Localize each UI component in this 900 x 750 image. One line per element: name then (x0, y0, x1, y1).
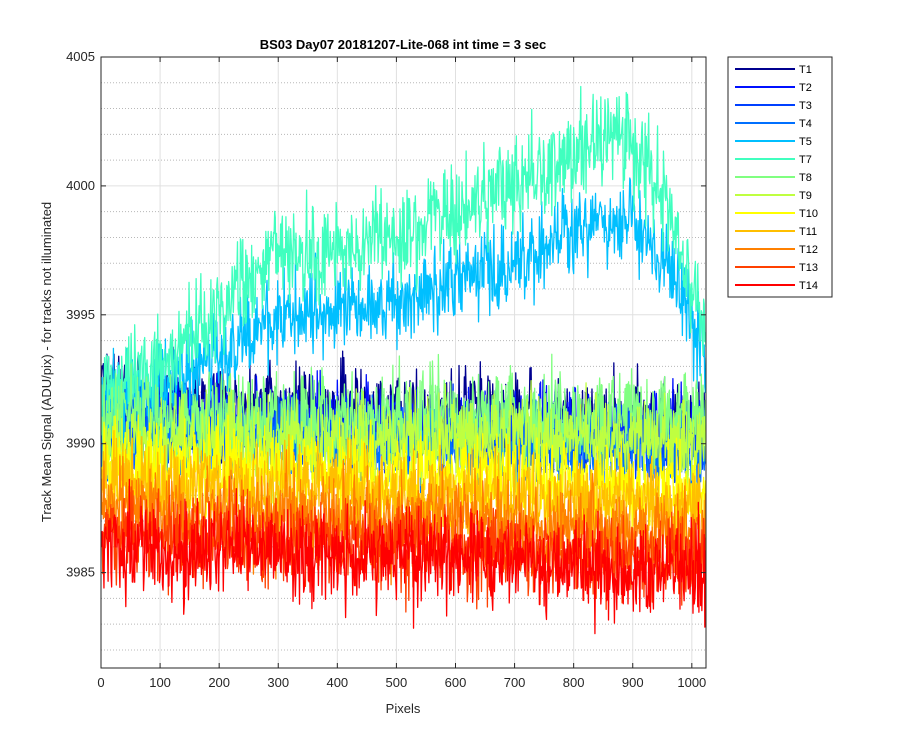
x-tick-label: 100 (149, 675, 171, 690)
y-tick-label: 3995 (66, 307, 95, 322)
legend-label-t3: T3 (799, 100, 812, 112)
tick-layer: 0 100 200 300 400 500 600 700 800 900 1000 3985 3990… (66, 49, 706, 690)
legend-label-t13: T13 (799, 262, 818, 274)
legend-label-t9: T9 (799, 190, 812, 202)
legend-label-t8: T8 (799, 172, 812, 184)
x-tick-label: 600 (445, 675, 467, 690)
chart-title: BS03 Day07 20181207-Lite-068 int time = … (260, 37, 547, 52)
legend-label-t5: T5 (799, 136, 812, 148)
y-tick-label: 4005 (66, 49, 95, 64)
legend-label-t7: T7 (799, 154, 812, 166)
legend-label-t2: T2 (799, 82, 812, 94)
x-tick-label: 800 (563, 675, 585, 690)
x-tick-label: 0 (97, 675, 104, 690)
x-tick-label: 900 (622, 675, 644, 690)
x-tick-label: 400 (326, 675, 348, 690)
legend-label-t1: T1 (799, 64, 812, 76)
plot-frame (100, 56, 707, 669)
series-line-t11 (101, 429, 706, 562)
series-layer (101, 85, 706, 635)
legend: T1 T2 T3 T4 T5 T7 T8 T9 T10 T11 T12 T13 T14 (727, 56, 833, 298)
y-tick-label: 3985 (66, 565, 95, 580)
legend-label-t11: T11 (799, 226, 817, 238)
plot-area: 0 100 200 300 400 500 600 700 800 900 1000 3985 3990… (66, 49, 707, 690)
x-tick-label: 500 (386, 675, 408, 690)
y-tick-label: 3990 (66, 436, 95, 451)
series-line-t14 (101, 478, 706, 635)
legend-entries: T1 T2 T3 T4 T5 T7 T8 T9 T10 T11 T12 T13 T14 (735, 64, 818, 292)
legend-label-t14: T14 (799, 280, 818, 292)
series-line-t7 (101, 85, 706, 452)
series-line-t5 (101, 177, 706, 454)
x-tick-label: 300 (267, 675, 289, 690)
y-tick-label: 4000 (66, 178, 95, 193)
x-tick-label: 700 (504, 675, 526, 690)
x-tick-label: 1000 (677, 675, 706, 690)
x-tick-label: 200 (208, 675, 230, 690)
legend-label-t4: T4 (799, 118, 812, 130)
legend-label-t12: T12 (799, 244, 818, 256)
legend-label-t10: T10 (799, 208, 818, 220)
x-axis-label: Pixels (386, 701, 421, 716)
y-axis-label: Track Mean Signal (ADU/pix) - for tracks… (39, 202, 54, 522)
